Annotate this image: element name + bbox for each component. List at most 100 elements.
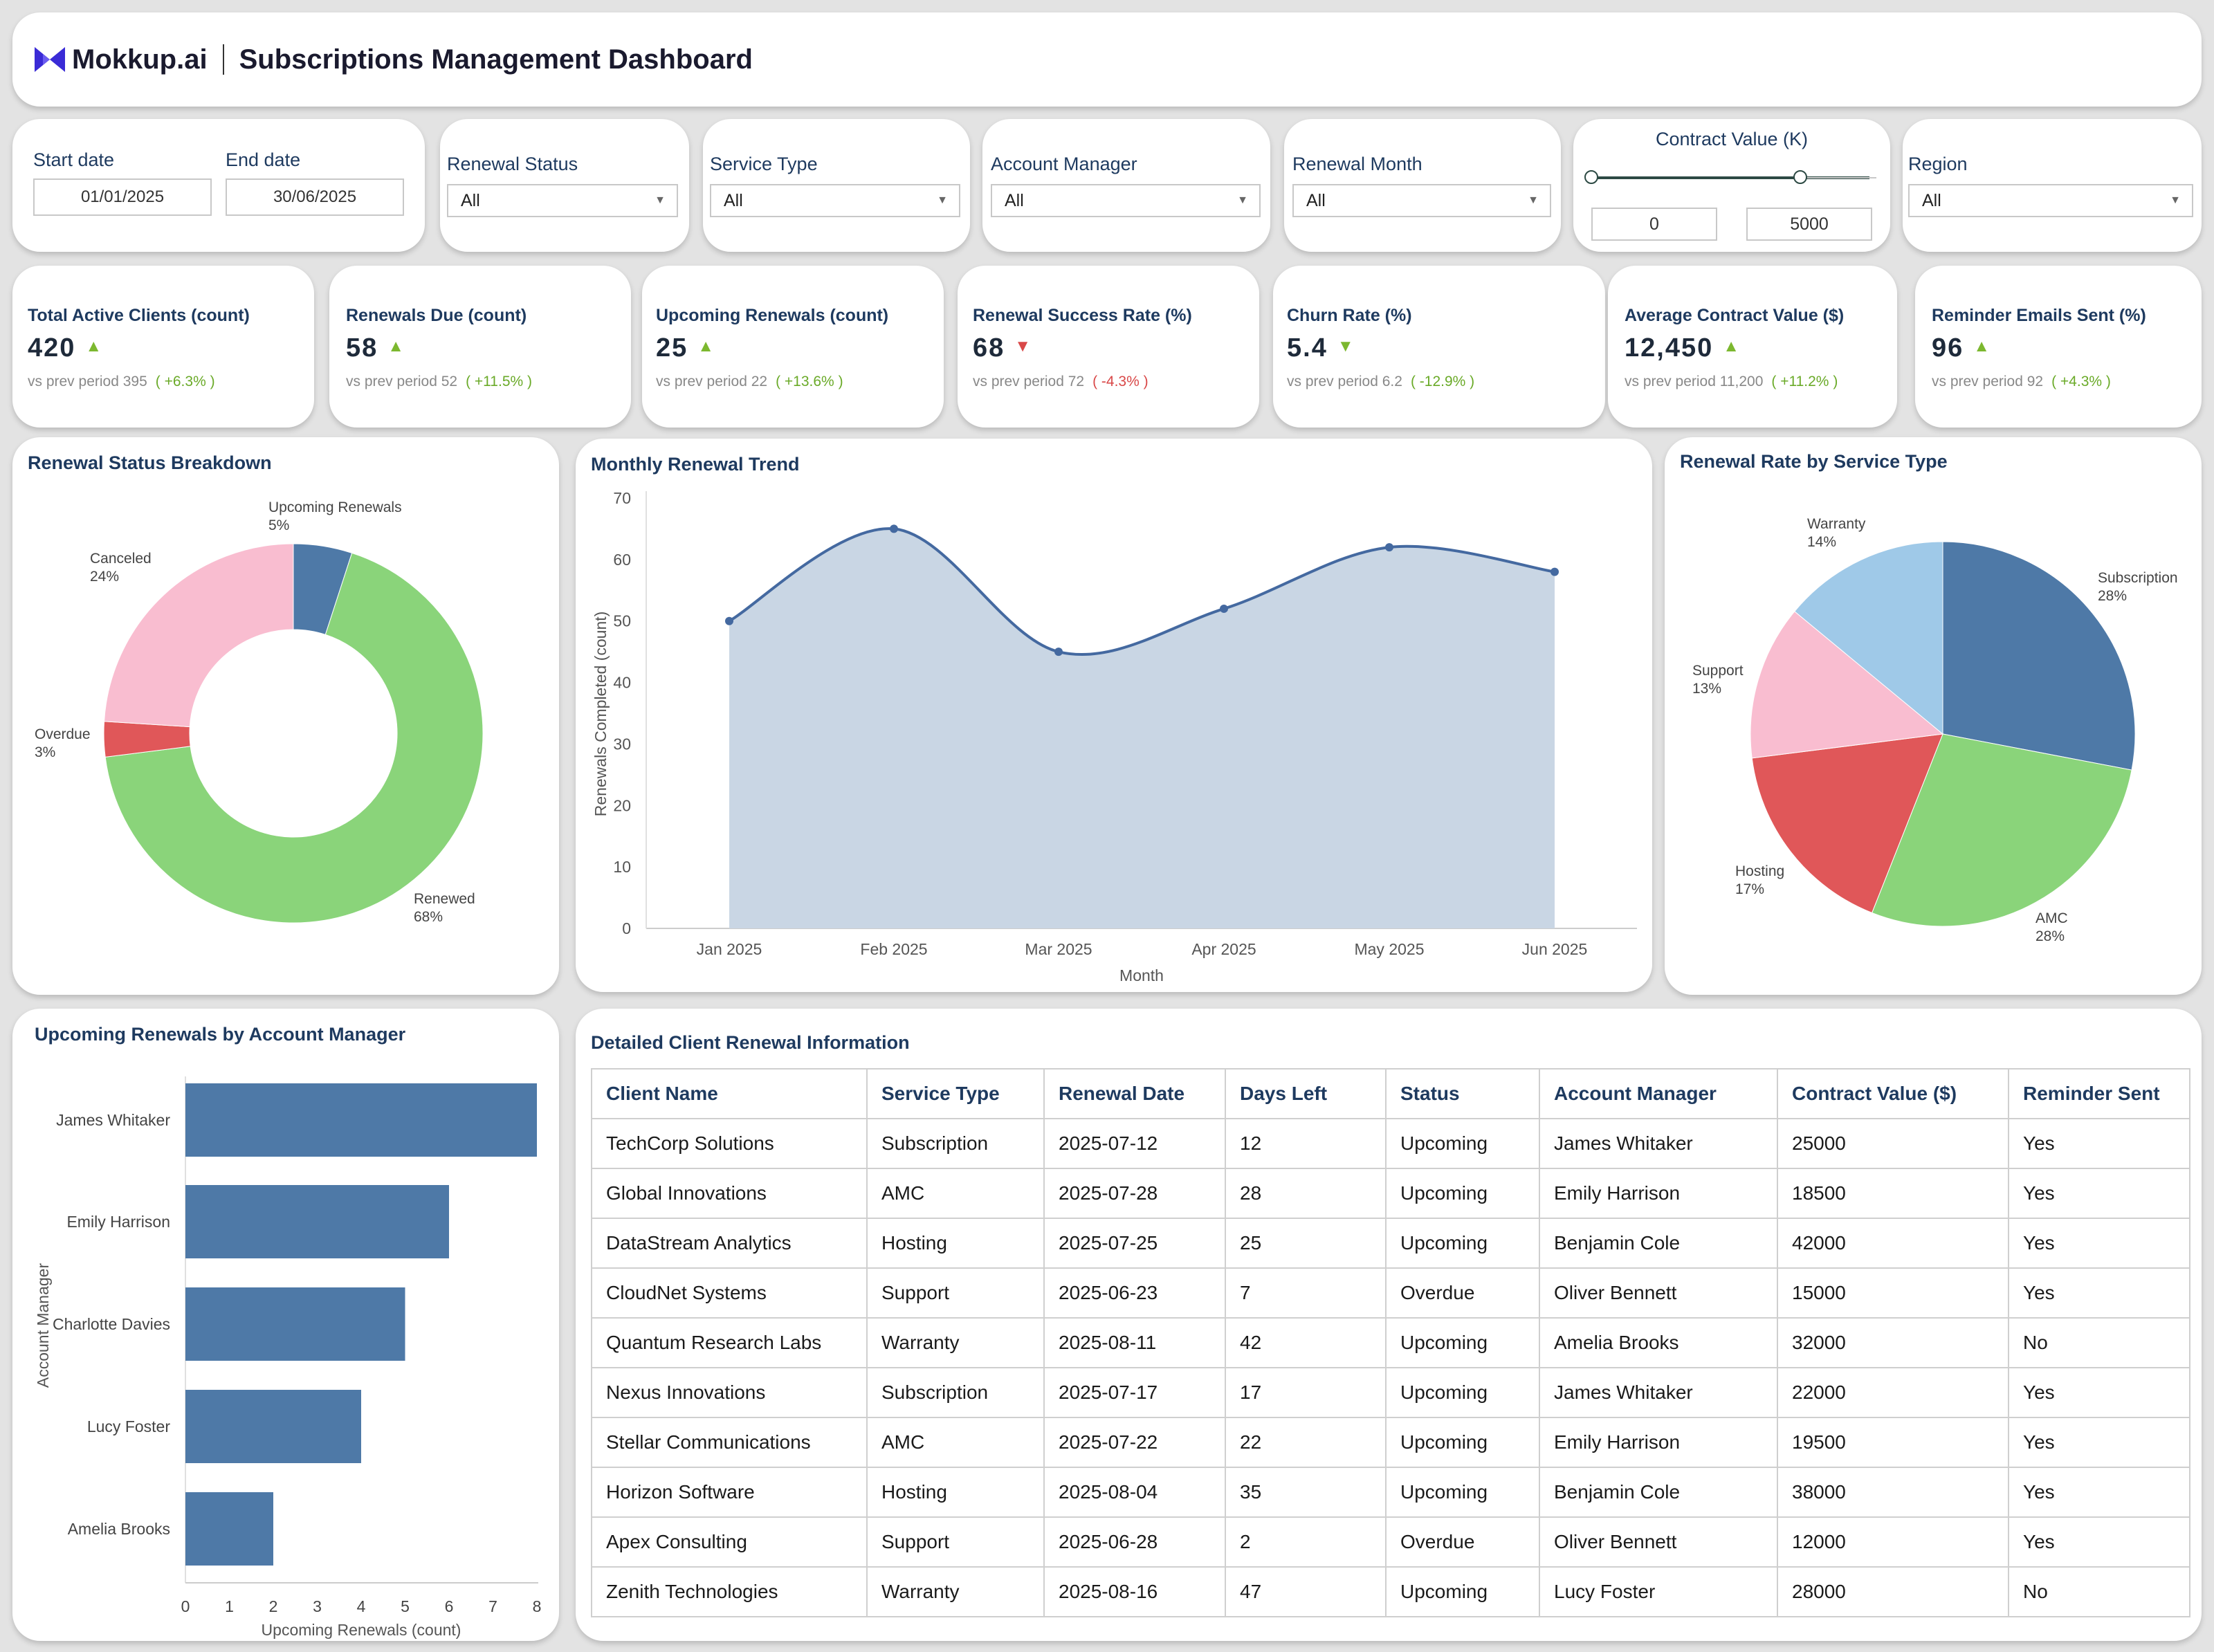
page-title: Subscriptions Management Dashboard <box>239 44 753 75</box>
kpi-value-container: 58 ▲ <box>346 333 404 363</box>
kpi-title: Churn Rate (%) <box>1287 306 1412 325</box>
table-cell: 2025-08-04 <box>1043 1467 1226 1518</box>
table-cell: 19500 <box>1777 1417 2009 1468</box>
table-row[interactable]: CloudNet Systems Support 2025-06-23 7 Overdu… <box>591 1267 2190 1319</box>
chevron-down-icon: ▼ <box>1528 194 1539 206</box>
table-cell: 22000 <box>1777 1367 2009 1418</box>
table-cell: Apex Consulting <box>591 1516 868 1568</box>
table-cell: 18500 <box>1777 1168 2009 1219</box>
table-row[interactable]: DataStream Analytics Hosting 2025-07-25 25 U… <box>591 1218 2190 1269</box>
account-manager-select[interactable]: All ▼ <box>991 184 1261 217</box>
renewal-status-select[interactable]: All ▼ <box>447 184 678 217</box>
table-row[interactable]: Zenith Technologies Warranty 2025-08-16 47 U… <box>591 1566 2190 1617</box>
range-slider-track[interactable] <box>1591 176 1869 179</box>
kpi-value: 58 <box>346 333 378 362</box>
range-slider-rest <box>1807 177 1876 178</box>
kpi-change: ( +6.3% ) <box>155 374 215 389</box>
column-header[interactable]: Reminder Sent <box>2008 1068 2190 1119</box>
column-header[interactable]: Contract Value ($) <box>1777 1068 2009 1119</box>
table-row[interactable]: Nexus Innovations Subscription 2025-07-17 1… <box>591 1367 2190 1418</box>
table-cell: Hosting <box>866 1467 1045 1518</box>
table-cell: 2 <box>1225 1516 1387 1568</box>
range-slider-min-handle[interactable] <box>1584 170 1598 184</box>
table-cell: Stellar Communications <box>591 1417 868 1468</box>
column-header[interactable]: Client Name <box>591 1068 868 1119</box>
table-row[interactable]: TechCorp Solutions Subscription 2025-07-12… <box>591 1118 2190 1169</box>
kpi-value-container: 5.4 ▼ <box>1287 333 1354 363</box>
table-cell: Benjamin Cole <box>1539 1218 1778 1269</box>
end-date-input[interactable]: 30/06/2025 <box>226 178 404 216</box>
end-date-label: End date <box>226 149 301 170</box>
kpi-prev: vs prev period 11,200 <box>1625 374 1764 389</box>
table-row[interactable]: Stellar Communications AMC 2025-07-22 22 Upc… <box>591 1417 2190 1468</box>
table-cell: 2025-07-22 <box>1043 1417 1226 1468</box>
start-date-label: Start date <box>33 149 115 170</box>
contract-value-label: Contract Value (K) <box>1655 129 1809 149</box>
account-manager-filter: Account Manager All ▼ <box>982 119 1270 252</box>
table-cell: Overdue <box>1385 1267 1540 1319</box>
region-select[interactable]: All ▼ <box>1908 184 2193 217</box>
table-cell: Yes <box>2008 1218 2190 1269</box>
column-header[interactable]: Renewal Date <box>1043 1068 1226 1119</box>
kpi-value: 96 <box>1932 333 1964 362</box>
table-cell: 28 <box>1225 1168 1387 1219</box>
table-cell: 28000 <box>1777 1566 2009 1617</box>
client-renewal-table: Client Name Service Type Renewal Date Days … <box>591 1068 2190 1617</box>
table-cell: Yes <box>2008 1118 2190 1169</box>
account-manager-label: Account Manager <box>991 154 1137 174</box>
service-type-value: All <box>724 191 743 210</box>
monthly-trend-card: Monthly Renewal Trend <box>576 439 1652 992</box>
table-cell: Upcoming <box>1385 1566 1540 1617</box>
table-row[interactable]: Apex Consulting Support 2025-06-28 2 Overdue… <box>591 1516 2190 1568</box>
table-cell: Upcoming <box>1385 1367 1540 1418</box>
service-type-card: Renewal Rate by Service Type <box>1665 437 2202 995</box>
column-header[interactable]: Status <box>1385 1068 1540 1119</box>
contract-max-input[interactable]: 5000 <box>1746 208 1872 241</box>
table-cell: Yes <box>2008 1516 2190 1568</box>
chevron-down-icon: ▼ <box>655 194 666 206</box>
table-cell: Yes <box>2008 1267 2190 1319</box>
column-header[interactable]: Service Type <box>866 1068 1045 1119</box>
trend-up-icon: ▲ <box>1973 336 1991 356</box>
table-header-row: Client Name Service Type Renewal Date Days … <box>591 1068 2190 1119</box>
table-cell: Oliver Bennett <box>1539 1516 1778 1568</box>
service-type-select[interactable]: All ▼ <box>710 184 960 217</box>
renewal-month-select[interactable]: All ▼ <box>1292 184 1551 217</box>
renewal-month-value: All <box>1306 191 1326 210</box>
range-slider-max-handle[interactable] <box>1793 170 1807 184</box>
table-cell: Quantum Research Labs <box>591 1317 868 1368</box>
table-cell: Yes <box>2008 1367 2190 1418</box>
table-cell: No <box>2008 1566 2190 1617</box>
trend-up-icon: ▲ <box>85 336 102 356</box>
column-header[interactable]: Account Manager <box>1539 1068 1778 1119</box>
table-cell: Lucy Foster <box>1539 1566 1778 1617</box>
table-row[interactable]: Global Innovations AMC 2025-07-28 28 Upcomin… <box>591 1168 2190 1219</box>
table-row[interactable]: Horizon Software Hosting 2025-08-04 35 Upcom… <box>591 1467 2190 1518</box>
table-cell: 32000 <box>1777 1317 2009 1368</box>
table-cell: 2025-07-12 <box>1043 1118 1226 1169</box>
kpi-comparison: vs prev period 395 ( +6.3% ) <box>28 374 215 390</box>
chart-title: Renewal Status Breakdown <box>28 452 272 473</box>
table-cell: 2025-08-16 <box>1043 1566 1226 1617</box>
kpi-change: ( +13.6% ) <box>776 374 843 389</box>
account-manager-card: Upcoming Renewals by Account Manager <box>12 1009 559 1641</box>
kpi-prev: vs prev period 72 <box>973 374 1085 389</box>
table-cell: 42 <box>1225 1317 1387 1368</box>
column-header[interactable]: Days Left <box>1225 1068 1387 1119</box>
kpi-prev: vs prev period 52 <box>346 374 458 389</box>
trend-up-icon: ▲ <box>697 336 715 356</box>
mokkup-logo-icon <box>35 47 65 72</box>
table-cell: Subscription <box>866 1367 1045 1418</box>
service-type-filter: Service Type All ▼ <box>703 119 970 252</box>
table-cell: Yes <box>2008 1417 2190 1468</box>
start-date-input[interactable]: 01/01/2025 <box>33 178 212 216</box>
table-cell: Warranty <box>866 1566 1045 1617</box>
table-cell: AMC <box>866 1168 1045 1219</box>
table-row[interactable]: Quantum Research Labs Warranty 2025-08-11 4… <box>591 1317 2190 1368</box>
contract-min-input[interactable]: 0 <box>1591 208 1717 241</box>
trend-down-icon: ▼ <box>1014 336 1032 356</box>
kpi-comparison: vs prev period 11,200 ( +11.2% ) <box>1625 374 1838 390</box>
kpi-prev: vs prev period 6.2 <box>1287 374 1402 389</box>
kpi-card-total-active-clients: Total Active Clients (count) 420 ▲ vs pre… <box>12 266 314 428</box>
kpi-comparison: vs prev period 22 ( +13.6% ) <box>656 374 843 390</box>
